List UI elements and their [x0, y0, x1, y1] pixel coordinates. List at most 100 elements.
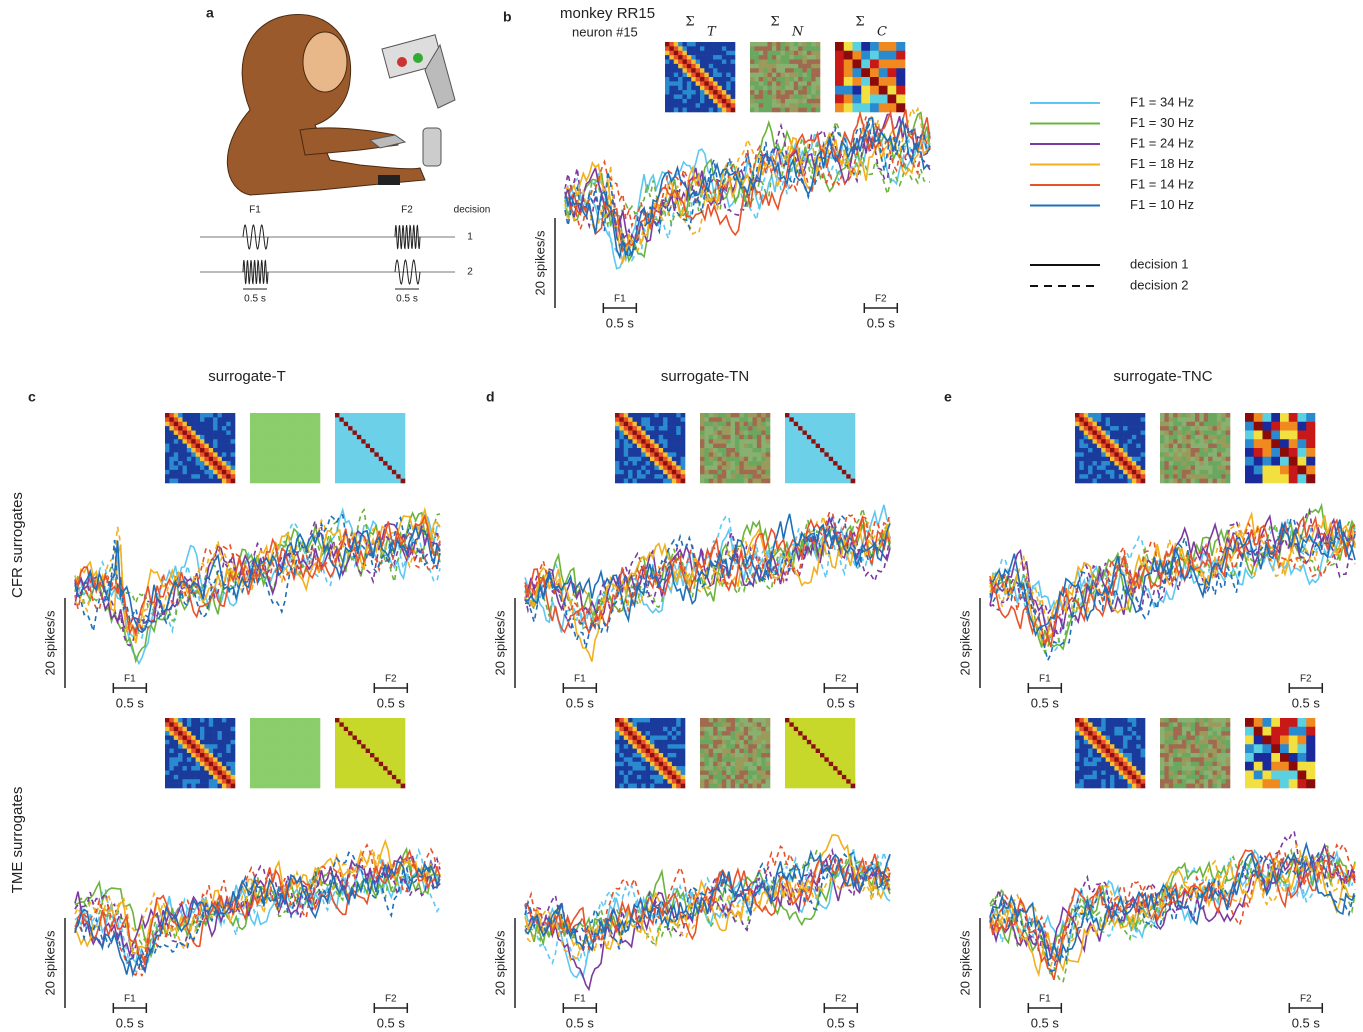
matrix-cell — [763, 90, 768, 95]
matrix-cell — [259, 736, 264, 741]
matrix-cell — [1160, 749, 1165, 754]
matrix-cell — [674, 90, 679, 95]
matrix-cell — [838, 457, 843, 462]
matrix-cell — [1199, 461, 1204, 466]
matrix-cell — [798, 46, 803, 51]
matrix-cell — [183, 749, 188, 754]
matrix-cell — [272, 470, 277, 475]
matrix-cell — [1079, 448, 1084, 453]
matrix-cell — [650, 722, 655, 727]
matrix-cell — [731, 95, 736, 100]
matrix-cell — [196, 757, 201, 762]
matrix-cell — [1245, 744, 1254, 753]
matrix-cell — [276, 727, 281, 732]
matrix-cell — [307, 479, 312, 484]
matrix-cell — [169, 452, 174, 457]
matrix-cell — [678, 90, 683, 95]
matrix-cell — [807, 753, 812, 758]
matrix-cell — [816, 727, 821, 732]
covariance-matrix — [615, 413, 685, 483]
matrix-cell — [294, 439, 299, 444]
matrix-cell — [1186, 771, 1191, 776]
matrix-cell — [361, 722, 366, 727]
matrix-cell — [191, 727, 196, 732]
matrix-cell — [824, 470, 829, 475]
matrix-cell — [748, 466, 753, 471]
matrix-cell — [1298, 431, 1307, 440]
matrix-cell — [357, 718, 362, 723]
matrix-cell — [348, 474, 353, 479]
matrix-cell — [615, 757, 620, 762]
matrix-cell — [1306, 431, 1315, 440]
matrix-cell — [700, 784, 705, 789]
matrix-cell — [615, 736, 620, 741]
matrix-cell — [672, 762, 677, 767]
matrix-cell — [294, 753, 299, 758]
matrix-cell — [650, 444, 655, 449]
matrix-cell — [1217, 779, 1222, 784]
matrix-cell — [361, 775, 366, 780]
matrix-cell — [268, 439, 273, 444]
matrix-cell — [829, 452, 834, 457]
matrix-cell — [789, 86, 794, 91]
matrix-cell — [704, 779, 709, 784]
matrix-cell — [803, 60, 808, 65]
matrix-cell — [285, 731, 290, 736]
matrix-cell — [196, 744, 201, 749]
matrix-cell — [1114, 744, 1119, 749]
matrix-cell — [1306, 474, 1315, 483]
matrix-cell — [824, 784, 829, 789]
matrix-cell — [174, 731, 179, 736]
matrix-cell — [370, 413, 375, 418]
matrix-cell — [700, 431, 705, 436]
matrix-cell — [687, 77, 692, 82]
matrix-cell — [1136, 439, 1141, 444]
matrix-cell — [668, 470, 673, 475]
matrix-cell — [268, 461, 273, 466]
matrix-cell — [1123, 439, 1128, 444]
matrix-cell — [196, 749, 201, 754]
matrix-cell — [757, 431, 762, 436]
matrix-cell — [1110, 448, 1115, 453]
matrix-cell — [263, 435, 268, 440]
matrix-cell — [704, 766, 709, 771]
matrix-cell — [1164, 444, 1169, 449]
matrix-cell — [254, 744, 259, 749]
matrix-cell — [165, 744, 170, 749]
matrix-cell — [687, 99, 692, 104]
matrix-cell — [704, 426, 709, 431]
matrix-cell — [654, 736, 659, 741]
matrix-cell — [1204, 435, 1209, 440]
matrix-cell — [628, 757, 633, 762]
matrix-cell — [183, 470, 188, 475]
matrix-cell — [259, 722, 264, 727]
matrix-cell — [842, 426, 847, 431]
matrix-cell — [1141, 422, 1146, 427]
matrix-cell — [803, 452, 808, 457]
matrix-cell — [676, 448, 681, 453]
matrix-cell — [303, 448, 308, 453]
matrix-cell — [226, 435, 231, 440]
matrix-cell — [803, 479, 808, 484]
matrix-cell — [659, 413, 664, 418]
matrix-cell — [676, 753, 681, 758]
matrix-cell — [803, 417, 808, 422]
matrix-cell — [718, 439, 723, 444]
matrix-cell — [753, 722, 758, 727]
matrix-cell — [633, 766, 638, 771]
matrix-cell — [187, 448, 192, 453]
matrix-cell — [254, 779, 259, 784]
matrix-cell — [226, 474, 231, 479]
matrix-cell — [637, 474, 642, 479]
matrix-cell — [379, 771, 384, 776]
matrix-cell — [789, 757, 794, 762]
matrix-cell — [726, 470, 731, 475]
matrix-cell — [366, 775, 371, 780]
matrix-cell — [307, 753, 312, 758]
matrix-cell — [1093, 718, 1098, 723]
matrix-cell — [272, 431, 277, 436]
matrix-cell — [785, 417, 790, 422]
matrix-cell — [829, 718, 834, 723]
matrix-cell — [654, 744, 659, 749]
matrix-cell — [1088, 744, 1093, 749]
